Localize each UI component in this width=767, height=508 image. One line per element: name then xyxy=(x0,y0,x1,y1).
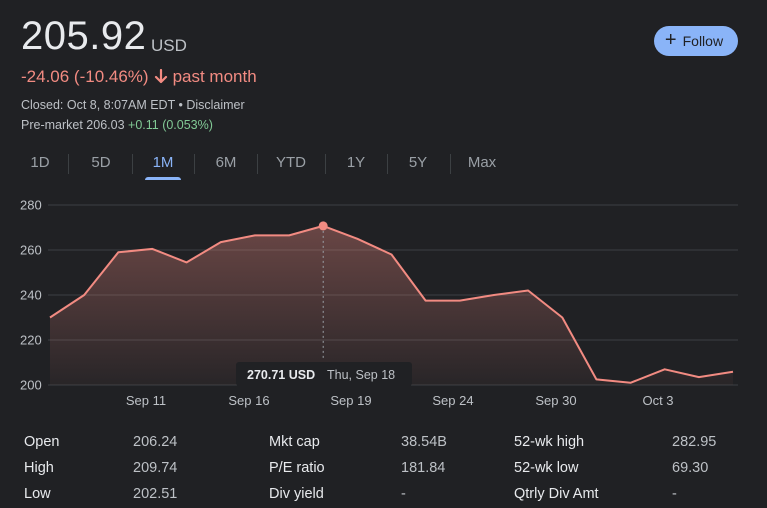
stat-value-52wk-high: 282.95 xyxy=(672,434,717,450)
price-change: -24.06 (-10.46%) past month xyxy=(21,67,257,87)
tab-6m[interactable]: 6M xyxy=(215,154,237,171)
y-tick-label: 220 xyxy=(20,333,42,348)
y-tick-label: 280 xyxy=(20,198,42,213)
tab-1y[interactable]: 1Y xyxy=(346,154,366,171)
price-area xyxy=(50,225,733,385)
tab-divider xyxy=(450,154,451,174)
stat-label-high: High xyxy=(24,460,54,476)
stat-value-pe-ratio: 181.84 xyxy=(401,460,446,476)
stat-label-52wk-low: 52-wk low xyxy=(514,460,579,476)
stat-value-high: 209.74 xyxy=(133,460,178,476)
tab-divider xyxy=(194,154,195,174)
stock-price: 205.92 xyxy=(21,14,147,58)
x-tick-label: Sep 11 xyxy=(126,393,166,408)
x-tick-label: Sep 30 xyxy=(535,393,576,408)
y-tick-label: 240 xyxy=(20,288,42,303)
price-chart[interactable]: 280 260 240 220 200 Sep 11 Sep 16 Sep 19 Sep 24 S… xyxy=(0,190,767,420)
plus-icon: + xyxy=(664,29,677,51)
follow-button[interactable]: + Follow xyxy=(654,26,738,56)
stat-label-low: Low xyxy=(24,486,51,502)
premarket-info: Pre-market 206.03 +0.11 (0.053%) xyxy=(21,118,213,132)
tooltip-date: Thu, Sep 18 xyxy=(327,368,395,382)
x-tick-label: Sep 24 xyxy=(432,393,473,408)
price-line xyxy=(49,224,734,384)
stat-label-52wk-high: 52-wk high xyxy=(514,434,585,450)
x-tick-label: Sep 16 xyxy=(228,393,269,408)
stat-label-qtrly-div: Qtrly Div Amt xyxy=(514,486,599,502)
change-value: -24.06 (-10.46%) xyxy=(21,67,149,86)
tab-divider xyxy=(325,154,326,174)
tooltip-value: 270.71 USD xyxy=(247,368,315,382)
price-currency: USD xyxy=(151,36,187,55)
stat-value-open: 206.24 xyxy=(133,434,178,450)
follow-label: Follow xyxy=(682,33,724,49)
stat-value-52wk-low: 69.30 xyxy=(672,460,709,476)
x-tick-label: Oct 3 xyxy=(642,393,673,408)
stat-value-low: 202.51 xyxy=(133,486,178,502)
tab-ytd[interactable]: YTD xyxy=(276,154,306,171)
stat-label-open: Open xyxy=(24,434,60,450)
tab-divider xyxy=(68,154,69,174)
tab-1d[interactable]: 1D xyxy=(30,154,50,171)
tab-5d[interactable]: 5D xyxy=(91,154,111,171)
tab-1m[interactable]: 1M xyxy=(145,150,181,180)
tab-divider xyxy=(132,154,133,174)
tab-5y[interactable]: 5Y xyxy=(408,154,428,171)
tab-divider xyxy=(387,154,388,174)
premarket-change: +0.11 (0.053%) xyxy=(128,118,213,132)
change-period: past month xyxy=(172,67,257,86)
y-tick-label: 200 xyxy=(20,378,42,393)
stat-value-mkt-cap: 38.54B xyxy=(401,434,447,450)
hover-point xyxy=(318,221,328,231)
arrow-down-icon xyxy=(154,69,167,84)
tab-divider xyxy=(257,154,258,174)
tab-max[interactable]: Max xyxy=(467,154,497,171)
y-tick-label: 260 xyxy=(20,243,42,258)
x-tick-label: Sep 19 xyxy=(330,393,371,408)
chart-tooltip: 270.71 USD Thu, Sep 18 xyxy=(236,362,412,386)
stat-label-div-yield: Div yield xyxy=(269,486,324,502)
range-tabs: 1D 5D 1M 6M YTD 1Y 5Y Max xyxy=(0,150,767,180)
premarket-price: Pre-market 206.03 xyxy=(21,118,125,132)
stat-label-mkt-cap: Mkt cap xyxy=(269,434,320,450)
closed-status: Closed: Oct 8, 8:07AM EDT • Disclaimer xyxy=(21,98,245,112)
stat-label-pe-ratio: P/E ratio xyxy=(269,460,325,476)
stat-value-div-yield: - xyxy=(401,486,406,502)
stat-value-qtrly-div: - xyxy=(672,486,677,502)
